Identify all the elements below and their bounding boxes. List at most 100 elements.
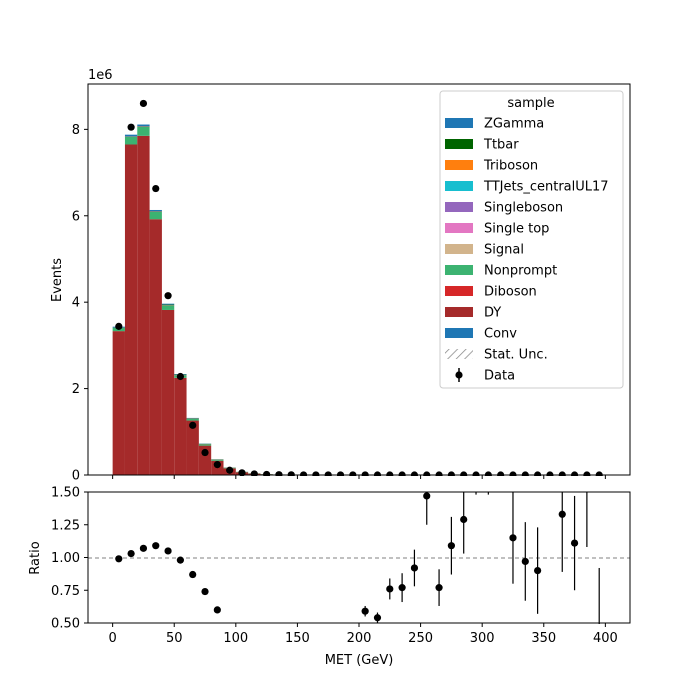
legend-label: Diboson	[484, 285, 537, 300]
x-axis-label: MET (GeV)	[325, 653, 394, 668]
legend-item-zgamma: ZGamma	[445, 117, 544, 132]
ratio-point	[213, 606, 221, 614]
ratio-point	[152, 542, 160, 550]
x-tick-label: 50	[166, 631, 183, 646]
legend-label: Data	[484, 369, 515, 384]
bar-dy	[149, 219, 162, 475]
legend-item-singleboson: Singleboson	[445, 201, 563, 216]
y-offset-label: 1e6	[88, 68, 113, 83]
legend-item-ttbar: Ttbar	[445, 138, 519, 153]
y-tick-label: 6	[72, 209, 80, 224]
legend-hatch-swatch	[445, 349, 473, 359]
legend-item-ttjets-centralul17: TTJets_centralUL17	[445, 180, 609, 195]
legend-swatch	[445, 202, 473, 212]
ratio-point	[410, 564, 419, 572]
ratio-point	[509, 534, 517, 542]
bar-dy	[112, 331, 125, 475]
main-x-ticks	[112, 475, 606, 479]
x-tick-label: 350	[531, 631, 556, 646]
legend-label: ZGamma	[484, 117, 544, 132]
legend-label: TTJets_centralUL17	[483, 180, 609, 195]
y-tick-label: 4	[72, 296, 80, 311]
x-tick-label: 250	[408, 631, 433, 646]
bar-dy	[186, 420, 199, 475]
ratio-y-tick-label: 1.00	[51, 551, 80, 566]
ratio-point	[373, 614, 382, 622]
ratio-point	[534, 567, 542, 575]
legend-title: sample	[507, 96, 554, 111]
ratio-y-tick-label: 0.50	[51, 617, 80, 632]
legend-label: Single top	[484, 222, 549, 237]
main-y-axis-label: Events	[50, 258, 65, 302]
legend-swatch	[445, 265, 473, 275]
ratio-point	[164, 547, 172, 555]
x-tick-label: 0	[108, 631, 116, 646]
legend-label: Ttbar	[483, 138, 519, 153]
x-tick-label: 300	[470, 631, 495, 646]
ratio-y-axis-label: Ratio	[28, 541, 43, 574]
ratio-point	[361, 607, 369, 615]
ratio-y-tick-label: 1.50	[51, 486, 80, 501]
ratio-point	[435, 584, 443, 592]
bar-dy	[174, 377, 187, 475]
legend-item-diboson: Diboson	[445, 285, 537, 300]
legend-box	[439, 90, 624, 389]
ratio-point	[570, 539, 579, 547]
legend-item-signal: Signal	[445, 243, 524, 258]
bar-zgamma	[149, 209, 162, 212]
main-panel: 0 2 4 6 8 1e6 Events	[50, 68, 631, 484]
stacked-histogram	[112, 124, 557, 476]
ratio-point	[127, 549, 135, 558]
legend-label: Triboson	[483, 159, 538, 174]
ratio-y-ticks: 0.50 0.75 1.00 1.25 1.50	[51, 486, 88, 632]
ratio-point	[423, 492, 431, 500]
ratio-point	[447, 542, 455, 550]
legend-item-single-top: Single top	[445, 222, 549, 237]
ratio-point	[558, 510, 566, 518]
data-point	[213, 461, 221, 469]
data-point	[115, 322, 123, 330]
data-point	[152, 184, 160, 193]
data-point	[176, 372, 184, 381]
legend-item-dy: DY	[445, 306, 501, 321]
bar-zgamma	[137, 124, 150, 127]
legend-swatch	[445, 139, 473, 149]
bar-zgamma	[161, 303, 175, 305]
legend-items: ZGamma Ttbar Triboson TTJets_centralUL17 Sin…	[445, 117, 609, 384]
legend-item-conv: Conv	[445, 327, 517, 342]
ratio-panel: 0.50 0.75 1.00 1.25 1.50 0 50 100 150 200 250 300 3…	[28, 486, 631, 668]
bar-zgamma	[124, 134, 138, 137]
legend-swatch	[445, 286, 473, 296]
legend-swatch	[445, 118, 473, 128]
legend-label: DY	[484, 306, 501, 321]
y-tick-label: 8	[72, 123, 80, 138]
x-tick-label: 150	[285, 631, 310, 646]
ratio-y-tick-label: 1.25	[51, 518, 80, 533]
bar-nonprompt	[149, 211, 162, 220]
data-point	[164, 292, 172, 300]
bar-nonprompt	[211, 459, 224, 461]
bar-nonprompt	[124, 136, 138, 145]
ratio-points	[115, 492, 600, 624]
ratio-point	[176, 556, 184, 564]
ratio-point	[521, 557, 529, 566]
legend-swatch	[445, 328, 473, 338]
data-point	[127, 123, 135, 131]
data-point	[238, 469, 246, 476]
ratio-point	[460, 515, 468, 524]
legend-item-stat-unc-: Stat. Unc.	[445, 348, 548, 363]
legend-label: Singleboson	[484, 201, 563, 216]
x-tick-label: 400	[593, 631, 618, 646]
ratio-x-ticks: 0 50 100 150 200 250 300 350 400	[108, 623, 618, 646]
legend-swatch	[445, 307, 473, 317]
legend-item-data: Data	[455, 368, 515, 384]
ratio-point	[189, 570, 197, 579]
x-tick-label: 100	[223, 631, 248, 646]
legend-label: Conv	[484, 327, 517, 342]
bar-nonprompt	[161, 305, 175, 310]
ratio-point	[201, 587, 209, 596]
legend-label: Signal	[484, 243, 524, 258]
legend-item-triboson: Triboson	[445, 159, 538, 174]
legend: sample ZGamma Ttbar Triboson TTJets_central…	[439, 90, 624, 389]
